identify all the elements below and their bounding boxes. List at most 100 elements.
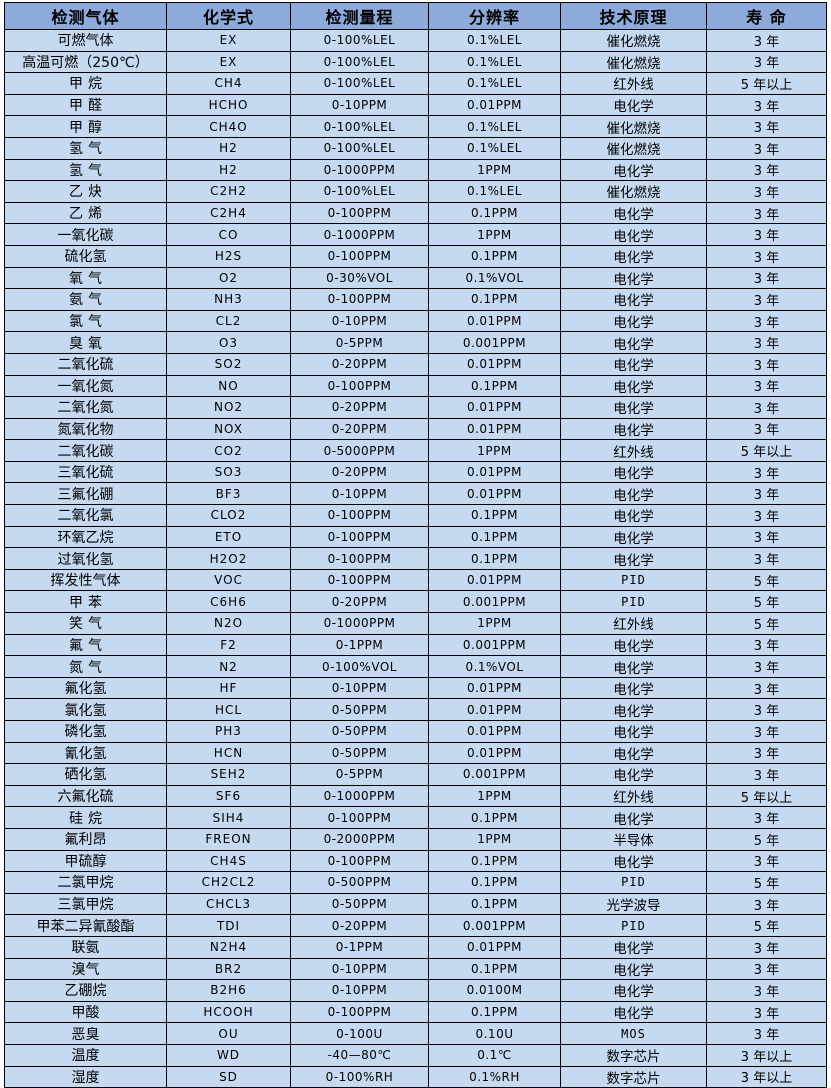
- column-header-resolution[interactable]: 分辨率: [428, 2, 561, 30]
- cell-technology[interactable]: 电化学: [560, 482, 707, 506]
- table-row[interactable]: 恶臭 OU 0-100U 0.10U MOS 3 年: [4, 1022, 827, 1045]
- cell-detection-range[interactable]: 0-1000PPM: [290, 784, 429, 808]
- cell-technology[interactable]: 电化学: [560, 396, 707, 419]
- cell-detection-range[interactable]: 0-100PPM: [290, 374, 429, 398]
- cell-chemical-formula[interactable]: SD: [166, 1065, 291, 1088]
- cell-detection-range[interactable]: 0-5PPM: [290, 763, 429, 786]
- cell-technology[interactable]: 电化学: [560, 763, 707, 786]
- cell-technology[interactable]: PID: [560, 871, 707, 894]
- cell-chemical-formula[interactable]: CLO2: [166, 504, 291, 527]
- table-row[interactable]: 氢气 H2 0-1000PPM 1PPM 电化学 3 年: [4, 158, 827, 182]
- cell-resolution[interactable]: 1PPM: [428, 158, 561, 182]
- cell-gas-name[interactable]: 硒化氢: [4, 763, 167, 786]
- cell-lifespan[interactable]: 3 年: [706, 93, 827, 117]
- cell-technology[interactable]: 半导体: [560, 827, 707, 851]
- cell-chemical-formula[interactable]: N2H4: [166, 935, 291, 959]
- cell-gas-name[interactable]: 乙烯: [4, 201, 167, 225]
- cell-detection-range[interactable]: 0-20PPM: [290, 352, 429, 376]
- column-header-range[interactable]: 检测量程: [290, 2, 429, 30]
- cell-resolution[interactable]: 0.1%LEL: [428, 115, 561, 138]
- cell-technology[interactable]: 红外线: [560, 612, 707, 635]
- cell-chemical-formula[interactable]: NOX: [166, 417, 291, 441]
- cell-lifespan[interactable]: 3 年: [706, 525, 827, 549]
- table-row[interactable]: 甲苯二异氰酸酯 TDI 0-20PPM 0.001PPM PID 5 年: [4, 914, 827, 937]
- table-row[interactable]: 二氯甲烷 CH2CL2 0-500PPM 0.1PPM PID 5 年: [4, 871, 827, 894]
- cell-resolution[interactable]: 0.001PPM: [428, 914, 561, 937]
- cell-gas-name[interactable]: 二氯甲烷: [4, 871, 167, 894]
- cell-chemical-formula[interactable]: SEH2: [166, 763, 291, 786]
- cell-chemical-formula[interactable]: H2: [166, 158, 291, 182]
- cell-lifespan[interactable]: 3 年: [706, 957, 827, 981]
- cell-gas-name[interactable]: 氟化氢: [4, 676, 167, 700]
- table-row[interactable]: 硒化氢 SEH2 0-5PPM 0.001PPM 电化学 3 年: [4, 763, 827, 786]
- cell-chemical-formula[interactable]: EX: [166, 50, 291, 74]
- cell-detection-range[interactable]: 0-100PPM: [290, 806, 429, 829]
- cell-resolution[interactable]: 0.01PPM: [428, 417, 561, 441]
- table-row[interactable]: 氮气 N2 0-100%VOL 0.1%VOL 电化学 3 年: [4, 655, 827, 678]
- table-row[interactable]: 氟气 F2 0-1PPM 0.001PPM 电化学 3 年: [4, 633, 827, 657]
- cell-resolution[interactable]: 0.01PPM: [428, 309, 561, 333]
- cell-lifespan[interactable]: 3 年: [706, 1000, 827, 1024]
- cell-chemical-formula[interactable]: CH4S: [166, 849, 291, 873]
- cell-detection-range[interactable]: 0-50PPM: [290, 741, 429, 765]
- table-row[interactable]: 硅烷 SIH4 0-100PPM 0.1PPM 电化学 3 年: [4, 806, 827, 829]
- table-row[interactable]: 氯气 CL2 0-10PPM 0.01PPM 电化学 3 年: [4, 309, 827, 333]
- cell-detection-range[interactable]: 0-100%VOL: [290, 655, 429, 678]
- cell-lifespan[interactable]: 3 年: [706, 201, 827, 225]
- cell-chemical-formula[interactable]: BF3: [166, 482, 291, 506]
- cell-detection-range[interactable]: 0-100%LEL: [290, 29, 429, 52]
- cell-gas-name[interactable]: 甲苯二异氰酸酯: [4, 914, 167, 937]
- cell-technology[interactable]: 电化学: [560, 288, 707, 311]
- cell-detection-range[interactable]: 0-100%LEL: [290, 72, 429, 95]
- cell-lifespan[interactable]: 3 年: [706, 244, 827, 268]
- table-row[interactable]: 二氧化硫 SO2 0-20PPM 0.01PPM 电化学 3 年: [4, 352, 827, 376]
- cell-gas-name[interactable]: 一氧化碳: [4, 223, 167, 246]
- cell-chemical-formula[interactable]: SO3: [166, 460, 291, 484]
- cell-technology[interactable]: 电化学: [560, 655, 707, 678]
- cell-detection-range[interactable]: 0-5000PPM: [290, 439, 429, 462]
- cell-detection-range[interactable]: 0-100%RH: [290, 1065, 429, 1088]
- cell-lifespan[interactable]: 3 年: [706, 136, 827, 160]
- cell-technology[interactable]: PID: [560, 590, 707, 614]
- cell-chemical-formula[interactable]: CH4O: [166, 115, 291, 138]
- cell-technology[interactable]: 催化燃烧: [560, 180, 707, 203]
- cell-gas-name[interactable]: 乙炔: [4, 180, 167, 203]
- cell-chemical-formula[interactable]: VOC: [166, 568, 291, 592]
- cell-resolution[interactable]: 0.1PPM: [428, 244, 561, 268]
- table-row[interactable]: 乙烯 C2H4 0-100PPM 0.1PPM 电化学 3 年: [4, 201, 827, 225]
- table-row[interactable]: 氮氧化物 NOX 0-20PPM 0.01PPM 电化学 3 年: [4, 417, 827, 441]
- cell-lifespan[interactable]: 5 年: [706, 612, 827, 635]
- cell-resolution[interactable]: 0.01PPM: [428, 460, 561, 484]
- cell-lifespan[interactable]: 3 年: [706, 741, 827, 765]
- cell-gas-name[interactable]: 过氧化氢: [4, 547, 167, 570]
- cell-gas-name[interactable]: 氢气: [4, 136, 167, 160]
- cell-resolution[interactable]: 0.1%RH: [428, 1065, 561, 1088]
- cell-technology[interactable]: 红外线: [560, 439, 707, 462]
- cell-detection-range[interactable]: 0-100PPM: [290, 568, 429, 592]
- cell-lifespan[interactable]: 3 年: [706, 460, 827, 484]
- cell-technology[interactable]: 电化学: [560, 1000, 707, 1024]
- cell-lifespan[interactable]: 3 年: [706, 655, 827, 678]
- cell-resolution[interactable]: 0.1℃: [428, 1043, 561, 1067]
- column-header-gas[interactable]: 检测气体: [4, 2, 167, 30]
- cell-technology[interactable]: 电化学: [560, 244, 707, 268]
- cell-resolution[interactable]: 0.01PPM: [428, 741, 561, 765]
- cell-resolution[interactable]: 1PPM: [428, 439, 561, 462]
- cell-resolution[interactable]: 1PPM: [428, 612, 561, 635]
- cell-lifespan[interactable]: 5 年: [706, 568, 827, 592]
- cell-technology[interactable]: 电化学: [560, 266, 707, 290]
- cell-resolution[interactable]: 0.10U: [428, 1022, 561, 1045]
- cell-resolution[interactable]: 0.01PPM: [428, 568, 561, 592]
- cell-lifespan[interactable]: 5 年: [706, 914, 827, 937]
- table-row[interactable]: 甲硫醇 CH4S 0-100PPM 0.1PPM 电化学 3 年: [4, 849, 827, 873]
- cell-resolution[interactable]: 1PPM: [428, 784, 561, 808]
- cell-technology[interactable]: 电化学: [560, 957, 707, 981]
- cell-chemical-formula[interactable]: SF6: [166, 784, 291, 808]
- cell-chemical-formula[interactable]: H2: [166, 136, 291, 160]
- table-row[interactable]: 三氯甲烷 CHCL3 0-50PPM 0.1PPM 光学波导 3 年: [4, 892, 827, 916]
- cell-resolution[interactable]: 0.1PPM: [428, 288, 561, 311]
- cell-detection-range[interactable]: 0-20PPM: [290, 590, 429, 614]
- cell-detection-range[interactable]: -40—80℃: [290, 1043, 429, 1067]
- cell-gas-name[interactable]: 氟气: [4, 633, 167, 657]
- cell-detection-range[interactable]: 0-10PPM: [290, 309, 429, 333]
